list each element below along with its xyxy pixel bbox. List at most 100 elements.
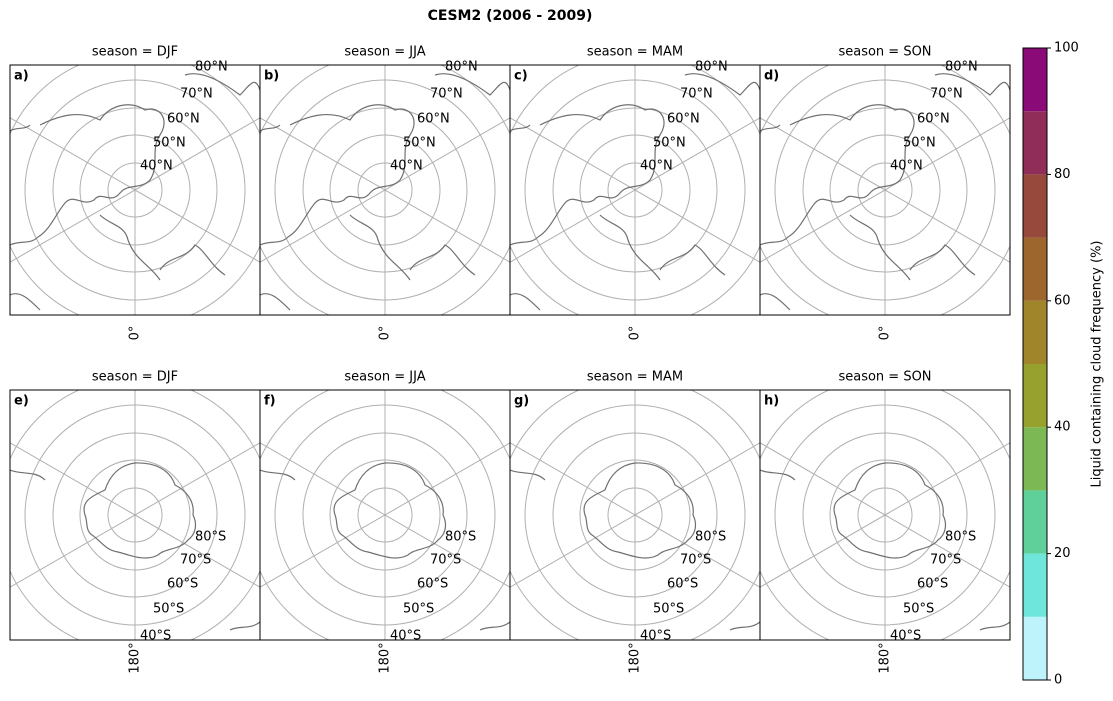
latitude-label: 40°N (640, 159, 673, 174)
panel-label: d) (764, 69, 779, 84)
map-panel: g) 80°S 70°S 60°S 50°S 40°S (509, 389, 761, 644)
colorbar-band (1023, 427, 1047, 491)
colorbar-band (1023, 616, 1047, 680)
longitude-label: 180° (378, 642, 393, 673)
latitude-label: 60°N (667, 112, 700, 127)
latitude-label: 50°N (653, 136, 686, 151)
colorbar-frame (1022, 47, 1048, 681)
colorbar-band (1023, 553, 1047, 617)
colorbar-band (1023, 364, 1047, 428)
panel-label: a) (14, 69, 29, 84)
colorbar-tick-label: 40 (1054, 420, 1071, 435)
map-panel: a) 40°N 50°N 60°N 70°N 80°N (9, 60, 261, 316)
panel-title: season = DJF (92, 45, 178, 60)
latitude-label: 60°N (417, 112, 450, 127)
latitude-label: 60°N (167, 112, 200, 127)
panel-title: season = MAM (587, 45, 683, 60)
panel-title: season = DJF (92, 370, 178, 385)
longitude-label: 0° (378, 326, 393, 341)
latitude-label: 80°N (195, 60, 228, 75)
panel-title: season = SON (838, 45, 931, 60)
latitude-label: 80°N (445, 60, 478, 75)
latitude-label: 70°S (180, 553, 211, 568)
panel-title: season = MAM (587, 370, 683, 385)
latitude-label: 50°N (903, 136, 936, 151)
map-content (510, 65, 760, 315)
latitude-label: 50°S (403, 602, 434, 617)
latitude-label: 80°N (945, 60, 978, 75)
meridian-line (260, 117, 510, 263)
latitude-label: 40°N (140, 159, 173, 174)
map-panel: h) 80°S 70°S 60°S 50°S 40°S (759, 389, 1011, 644)
colorbar-band (1023, 490, 1047, 554)
longitude-label: 180° (128, 642, 143, 673)
latitude-label: 60°S (917, 577, 948, 592)
latitude-label: 50°S (903, 602, 934, 617)
latitude-label: 60°S (417, 577, 448, 592)
latitude-label: 40°N (390, 159, 423, 174)
colorbar-band (1023, 237, 1047, 301)
latitude-label: 40°N (890, 159, 923, 174)
map-content (260, 390, 510, 640)
latitude-label: 70°S (930, 553, 961, 568)
map-content (10, 390, 260, 640)
meridian-line (510, 442, 760, 588)
meridian-line (10, 117, 260, 263)
map-content (260, 65, 510, 315)
meridian-line (760, 442, 1010, 588)
latitude-label: 40°S (640, 629, 671, 644)
latitude-label: 70°S (680, 553, 711, 568)
colorbar-band (1023, 174, 1047, 238)
meridian-line (760, 117, 1010, 263)
latitude-label: 50°S (653, 602, 684, 617)
panel-label: f) (264, 394, 276, 409)
longitude-label: 180° (878, 642, 893, 673)
colorbar-tick-label: 80 (1054, 167, 1071, 182)
latitude-label: 50°S (153, 602, 184, 617)
colorbar-band (1023, 111, 1047, 175)
panel-title: season = JJA (344, 45, 425, 60)
longitude-label: 180° (628, 642, 643, 673)
latitude-label: 80°S (195, 530, 226, 545)
latitude-label: 70°N (930, 87, 963, 102)
map-content (10, 65, 260, 315)
panel-frame (759, 64, 1011, 316)
latitude-label: 70°N (430, 87, 463, 102)
meridian-line (10, 442, 260, 588)
latitude-label: 80°S (945, 530, 976, 545)
figure-title: CESM2 (2006 - 2009) (428, 8, 593, 24)
map-panel: b) 40°N 50°N 60°N 70°N 80°N (259, 60, 511, 316)
colorbar-band (1023, 48, 1047, 112)
latitude-label: 40°S (890, 629, 921, 644)
panel-title: season = SON (838, 370, 931, 385)
latitude-label: 70°N (180, 87, 213, 102)
latitude-label: 60°S (667, 577, 698, 592)
longitude-label: 0° (628, 326, 643, 341)
latitude-label: 80°S (695, 530, 726, 545)
map-panel: d) 40°N 50°N 60°N 70°N 80°N (759, 60, 1011, 316)
panel-label: e) (14, 394, 29, 409)
panel-title: season = JJA (344, 370, 425, 385)
latitude-label: 80°S (445, 530, 476, 545)
meridian-line (10, 442, 260, 588)
latitude-label: 40°S (390, 629, 421, 644)
colorbar-tick-label: 60 (1054, 293, 1071, 308)
meridian-line (10, 117, 260, 263)
meridian-line (260, 442, 510, 588)
colorbar-label: Liquid containing cloud frequency (%) (1090, 241, 1105, 488)
meridian-line (510, 117, 760, 263)
colorbar-band (1023, 300, 1047, 364)
latitude-label: 60°N (917, 112, 950, 127)
colorbar-tick-label: 20 (1054, 546, 1071, 561)
panel-frame (759, 389, 1011, 641)
map-content (510, 390, 760, 640)
longitude-label: 0° (878, 326, 893, 341)
latitude-label: 50°N (153, 136, 186, 151)
latitude-label: 40°S (140, 629, 171, 644)
latitude-label: 80°N (695, 60, 728, 75)
colorbar-tick-label: 100 (1054, 41, 1079, 56)
panel-label: c) (514, 69, 528, 84)
latitude-label: 50°N (403, 136, 436, 151)
latitude-label: 70°N (680, 87, 713, 102)
